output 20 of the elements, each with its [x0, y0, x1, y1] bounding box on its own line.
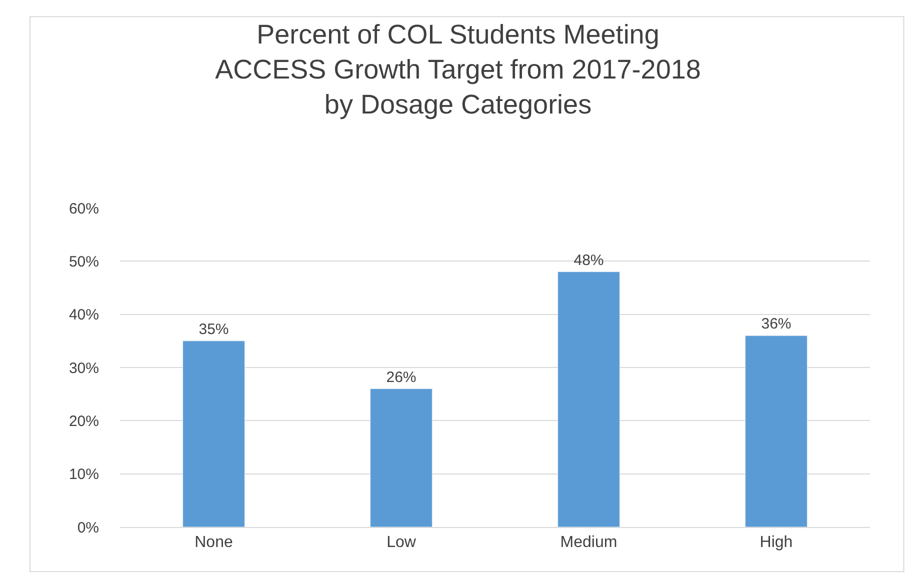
bar — [182, 340, 245, 527]
x-tick-label: Low — [386, 534, 416, 552]
chart-title: Percent of COL Students Meeting ACCESS Growth Target from 2017-2018 by Dosage Categories — [215, 19, 701, 120]
y-tick-label: 10% — [68, 466, 99, 484]
bar — [370, 388, 432, 527]
y-tick-label: 40% — [68, 306, 99, 324]
x-tick-label: Medium — [560, 534, 618, 552]
data-label: 35% — [198, 320, 229, 338]
y-tick-label: 50% — [68, 253, 99, 270]
y-tick-label: 20% — [68, 412, 99, 430]
y-tick-label: 30% — [68, 360, 99, 377]
data-label: 26% — [386, 368, 416, 386]
data-label: 48% — [574, 252, 604, 269]
y-tick-label: 60% — [68, 200, 99, 218]
x-tick-label: None — [194, 534, 233, 552]
x-tick-label: High — [760, 534, 793, 552]
data-label: 36% — [761, 316, 792, 333]
bar — [558, 272, 620, 527]
bar — [745, 335, 808, 527]
y-tick-label: 0% — [77, 519, 99, 536]
